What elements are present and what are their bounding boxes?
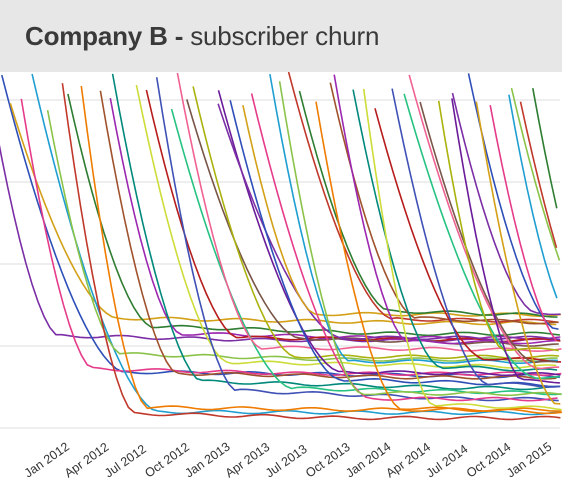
- cohort-line: [419, 101, 559, 364]
- cohort-line: [508, 94, 558, 299]
- chart-title: Company B - subscriber churn: [25, 21, 379, 52]
- cohort-line: [475, 101, 561, 405]
- cohort-line: [250, 93, 558, 402]
- cohort-line: [9, 103, 557, 326]
- cohort-line: [451, 98, 560, 384]
- cohort-line: [408, 74, 560, 370]
- x-tick-label: Jan 2013: [182, 439, 232, 480]
- cohort-line: [489, 105, 557, 342]
- x-tick-label: Jan 2012: [22, 439, 72, 480]
- x-tick-label: Apr 2013: [223, 440, 273, 481]
- cohort-line: [391, 88, 561, 388]
- x-tick-label: Jul 2012: [102, 442, 149, 481]
- x-tick-label: Jan 2015: [504, 439, 554, 480]
- cohort-line: [217, 103, 561, 341]
- cohort-line: [31, 73, 561, 416]
- x-tick-label: Jul 2013: [263, 442, 310, 481]
- title-subtitle: subscriber churn: [190, 20, 380, 51]
- cohort-line: [186, 99, 559, 347]
- cohort-line: [46, 110, 558, 362]
- x-tick-label: Apr 2014: [383, 440, 433, 481]
- cohort-line: [278, 81, 562, 397]
- cohort-line: [519, 101, 558, 249]
- cohort-line: [111, 73, 557, 391]
- cohort-line: [437, 100, 559, 352]
- cohort-line: [217, 90, 561, 377]
- cohort-line: [192, 86, 560, 360]
- cohort-line: [532, 88, 558, 209]
- cohort-line: [67, 93, 560, 337]
- title-separator: -: [174, 20, 184, 51]
- cohort-line: [298, 90, 558, 318]
- x-tick-label: Oct 2014: [464, 440, 514, 481]
- cohort-line: [155, 77, 559, 402]
- cohort-line: [61, 83, 561, 421]
- cohort-line: [135, 84, 557, 369]
- x-tick-label: Apr 2012: [62, 440, 112, 481]
- title-bar: Company B - subscriber churn: [0, 0, 562, 72]
- cohort-line: [403, 93, 561, 379]
- x-tick-label: Oct 2012: [142, 440, 192, 481]
- cohort-line: [20, 98, 562, 376]
- x-tick-label: Oct 2013: [303, 440, 353, 481]
- title-company: Company B: [25, 20, 168, 51]
- cohort-line: [170, 108, 562, 396]
- cohort-line: [315, 101, 562, 415]
- cohort-line: [176, 72, 562, 352]
- cohort-line: [333, 74, 557, 345]
- x-tick-label: Jul 2014: [424, 442, 471, 481]
- cohort-line: [362, 88, 562, 411]
- cohort-line: [374, 108, 562, 363]
- cohort-line: [329, 82, 559, 325]
- x-tick-label: Jan 2014: [343, 439, 393, 480]
- cohort-line: [510, 87, 561, 261]
- cohort-lines: [0, 72, 562, 421]
